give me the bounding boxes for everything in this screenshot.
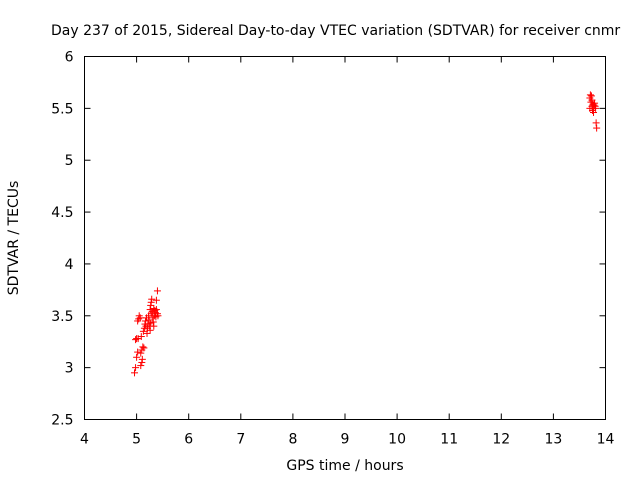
x-tick-label: 10 bbox=[388, 432, 406, 448]
data-point bbox=[139, 327, 147, 335]
data-point bbox=[592, 119, 600, 127]
data-point bbox=[132, 364, 140, 372]
y-tick-label: 2.5 bbox=[51, 413, 73, 429]
data-point bbox=[137, 362, 145, 370]
x-tick-label: 7 bbox=[236, 432, 245, 448]
data-point bbox=[145, 316, 153, 324]
x-axis-label: GPS time / hours bbox=[286, 458, 403, 474]
data-point bbox=[154, 312, 162, 320]
data-point bbox=[140, 344, 148, 352]
data-point bbox=[133, 353, 141, 361]
y-tick-label: 3.5 bbox=[51, 309, 73, 325]
data-point bbox=[592, 104, 600, 112]
x-tick-label: 11 bbox=[440, 432, 458, 448]
x-tick-label: 12 bbox=[492, 432, 510, 448]
x-tick-label: 5 bbox=[132, 432, 141, 448]
x-tick-label: 14 bbox=[597, 432, 615, 448]
data-point bbox=[152, 306, 160, 314]
data-point bbox=[137, 333, 145, 341]
data-point bbox=[587, 92, 595, 100]
x-tick-label: 9 bbox=[341, 432, 350, 448]
data-point bbox=[150, 322, 158, 330]
data-point bbox=[146, 326, 154, 334]
data-points bbox=[131, 91, 601, 377]
data-point bbox=[152, 296, 160, 304]
plot-frame bbox=[84, 56, 606, 420]
data-point bbox=[139, 343, 147, 351]
y-axis-label: SDTVAR / TECUs bbox=[6, 181, 22, 296]
data-point bbox=[148, 295, 156, 303]
y-tick-labels: 2.5 3 3.5 4 4.5 5 5.5 6 bbox=[51, 50, 73, 429]
y-tick-label: 4 bbox=[65, 257, 74, 273]
x-tick-label: 13 bbox=[544, 432, 562, 448]
x-tick-labels: 4 5 6 7 8 9 10 11 12 13 14 bbox=[80, 432, 614, 448]
y-tick-label: 6 bbox=[65, 50, 74, 66]
data-point bbox=[131, 369, 139, 377]
chart-title: Day 237 of 2015, Sidereal Day-to-day VTE… bbox=[51, 23, 620, 39]
data-point bbox=[588, 96, 596, 104]
axis-ticks bbox=[84, 56, 606, 420]
y-tick-label: 3 bbox=[65, 361, 74, 377]
data-point bbox=[136, 314, 144, 322]
x-tick-label: 6 bbox=[184, 432, 193, 448]
y-tick-label: 5 bbox=[65, 153, 74, 169]
x-tick-label: 8 bbox=[288, 432, 297, 448]
data-point bbox=[590, 109, 598, 117]
data-point bbox=[143, 329, 151, 337]
data-point bbox=[586, 91, 594, 99]
y-tick-label: 4.5 bbox=[51, 205, 73, 221]
data-point bbox=[134, 348, 142, 356]
y-tick-label: 5.5 bbox=[51, 101, 73, 117]
data-point bbox=[589, 100, 597, 108]
data-point bbox=[137, 349, 145, 357]
data-point bbox=[147, 298, 155, 306]
data-point bbox=[149, 318, 157, 326]
data-point bbox=[138, 355, 146, 363]
data-point bbox=[593, 124, 601, 132]
data-point bbox=[147, 301, 155, 309]
x-tick-label: 4 bbox=[80, 432, 89, 448]
data-point bbox=[153, 287, 161, 295]
data-point bbox=[138, 358, 146, 366]
data-point bbox=[135, 315, 143, 323]
